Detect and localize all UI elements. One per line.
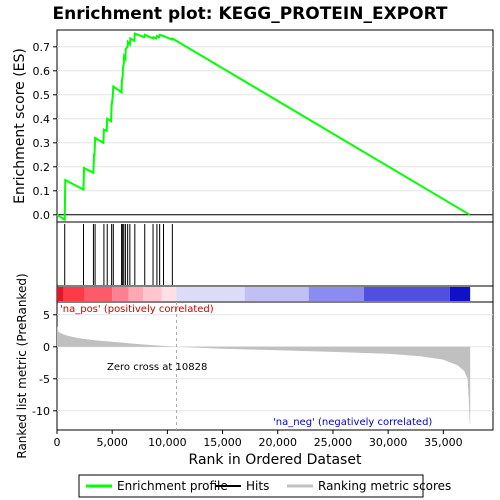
chart-title: Enrichment plot: KEGG_PROTEIN_EXPORT — [52, 4, 447, 24]
es-tick-label: 0.3 — [33, 137, 51, 150]
es-tick-label: 0.2 — [33, 161, 51, 174]
metric-tick-label: 5 — [43, 309, 50, 322]
heat-bar-segment — [63, 287, 85, 301]
x-tick-label: 10,000 — [148, 436, 187, 449]
zero-cross-label: Zero cross at 10828 — [107, 362, 207, 373]
legend-label: Ranking metric scores — [318, 479, 451, 493]
legend-label: Hits — [246, 479, 269, 493]
metric-tick-label: -5 — [39, 373, 50, 386]
metric-y-label: Ranked list metric (PreRanked) — [15, 273, 29, 458]
positive-correlation-label: 'na_pos' (positively correlated) — [60, 304, 214, 315]
x-tick-label: 20,000 — [259, 436, 298, 449]
heat-bar-segment — [449, 287, 471, 301]
x-tick-label: 35,000 — [424, 436, 463, 449]
heat-bar-segment — [161, 287, 177, 301]
x-axis-ticks: 0 5,000 10,000 15,000 20,000 25,000 30,000 35,0… — [54, 430, 463, 449]
x-tick-label: 25,000 — [314, 436, 353, 449]
metric-tick-label: -10 — [32, 405, 50, 418]
es-panel-frame — [56, 29, 494, 223]
metric-y-ticks: 5 0 -5 -10 — [32, 309, 57, 418]
es-tick-label: 0.7 — [33, 41, 51, 54]
heat-bar-segment — [143, 287, 162, 301]
metric-panel-frame — [56, 301, 494, 431]
es-tick-label: 0.1 — [33, 185, 51, 198]
negative-correlation-label: 'na_neg' (negatively correlated) — [273, 417, 432, 428]
ranking-metric-area — [57, 326, 471, 425]
metric-tick-label: 0 — [43, 341, 50, 354]
heat-bar-segment — [363, 287, 450, 301]
heat-bar-segment — [84, 287, 113, 301]
x-tick-label: 5,000 — [96, 436, 128, 449]
x-tick-label: 30,000 — [369, 436, 408, 449]
heat-bar-segment — [176, 287, 245, 301]
es-tick-label: 0.4 — [33, 113, 51, 126]
es-tick-label: 0.0 — [33, 209, 51, 222]
es-y-ticks: 0.0 0.1 0.2 0.3 0.4 0.5 0.6 0.7 — [33, 41, 57, 222]
es-tick-label: 0.5 — [33, 89, 51, 102]
enrichment-profile-line — [56, 32, 471, 222]
heat-bar-segment — [308, 287, 364, 301]
ranking-heat-bar — [57, 287, 471, 301]
legend-box — [78, 474, 424, 498]
legend-label: Enrichment profile — [117, 479, 228, 493]
heat-bar-segment — [112, 287, 129, 301]
es-tick-label: 0.6 — [33, 65, 51, 78]
heat-bar-segment — [244, 287, 309, 301]
heat-bar-segment — [57, 287, 64, 301]
legend: Enrichment profile Hits Ranking metric sco… — [86, 479, 451, 493]
x-tick-label: 0 — [54, 436, 61, 449]
x-tick-label: 15,000 — [203, 436, 242, 449]
es-gridlines — [57, 46, 493, 216]
es-y-label: Enrichment score (ES) — [12, 48, 28, 204]
hit-marks — [64, 224, 173, 285]
heat-bar-segment — [128, 287, 144, 301]
x-axis-label: Rank in Ordered Dataset — [189, 452, 362, 468]
